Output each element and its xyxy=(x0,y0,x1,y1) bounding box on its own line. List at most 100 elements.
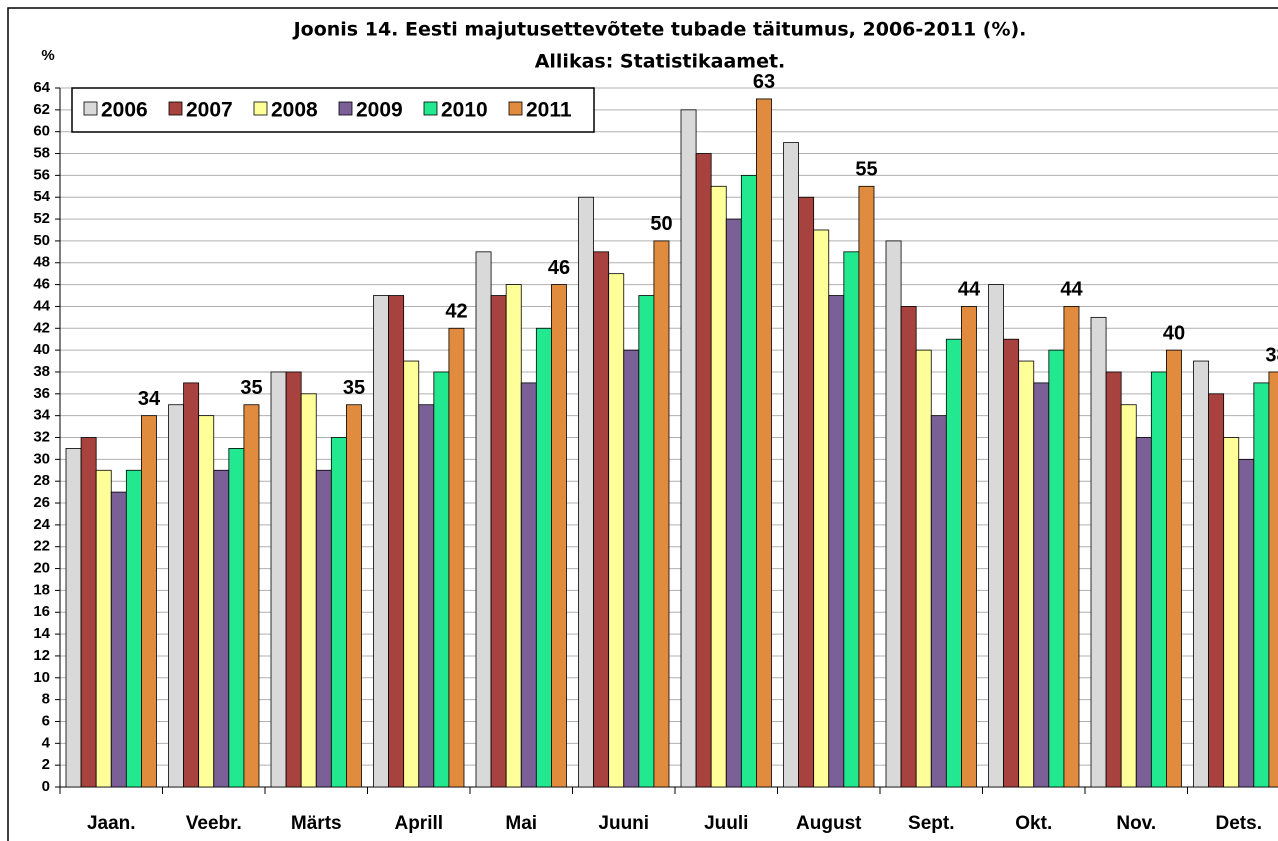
bar xyxy=(315,469,332,788)
bar xyxy=(756,98,772,788)
bar xyxy=(285,371,302,788)
bar xyxy=(433,371,450,788)
y-tick-label: 40 xyxy=(33,341,50,358)
y-tick-label: 10 xyxy=(33,669,50,686)
bar xyxy=(228,448,245,788)
y-tick-label: 22 xyxy=(33,538,50,555)
legend-swatch xyxy=(168,101,183,116)
bar xyxy=(930,415,947,788)
data-label: 35 xyxy=(343,377,365,399)
bar xyxy=(95,469,112,788)
y-tick-label: 60 xyxy=(33,123,50,140)
legend-label: 2007 xyxy=(186,99,233,122)
legend-swatch xyxy=(253,101,268,116)
bar xyxy=(900,306,917,788)
data-label: 44 xyxy=(1060,279,1083,301)
bar xyxy=(475,251,492,788)
bar xyxy=(798,196,815,788)
x-tick-label: Okt. xyxy=(1015,813,1052,834)
y-tick-label: 30 xyxy=(33,450,50,467)
y-tick-label: 2 xyxy=(42,756,50,773)
bar xyxy=(1018,360,1035,788)
y-tick-label: 56 xyxy=(33,166,50,183)
bar xyxy=(243,404,260,788)
x-tick-label: Dets. xyxy=(1216,813,1262,834)
chart-subtitle: Allikas: Statistikaamet. xyxy=(535,51,786,73)
bar xyxy=(961,306,977,788)
y-tick-label: 34 xyxy=(33,407,50,424)
data-label: 63 xyxy=(753,71,775,93)
bar xyxy=(783,142,799,788)
bar xyxy=(65,448,82,788)
y-axis-label: % xyxy=(41,47,54,64)
y-tick-label: 50 xyxy=(33,232,50,249)
bar xyxy=(1048,349,1065,788)
bar xyxy=(403,360,420,788)
data-label: 42 xyxy=(445,301,467,323)
bar xyxy=(1105,371,1122,788)
y-tick-label: 36 xyxy=(33,385,50,402)
legend-swatch xyxy=(423,101,438,116)
bar xyxy=(490,295,507,788)
y-tick-label: 26 xyxy=(33,494,50,511)
bar xyxy=(1193,360,1209,788)
x-tick-label: August xyxy=(796,813,862,834)
bar xyxy=(551,284,567,788)
x-tick-label: Veebr. xyxy=(186,813,242,834)
y-tick-label: 46 xyxy=(33,276,50,293)
bar xyxy=(330,437,347,788)
y-tick-label: 8 xyxy=(42,691,50,708)
y-tick-label: 24 xyxy=(33,516,50,533)
bar xyxy=(945,338,962,788)
y-tick-label: 0 xyxy=(42,778,50,795)
legend-label: 2006 xyxy=(101,99,148,122)
bar xyxy=(638,295,655,788)
data-label: 44 xyxy=(958,279,981,301)
y-tick-label: 32 xyxy=(33,428,50,445)
legend-label: 2010 xyxy=(441,99,488,122)
legend-label: 2008 xyxy=(271,99,318,122)
x-tick-label: Juuli xyxy=(704,813,748,834)
bar xyxy=(1223,437,1240,788)
y-tick-label: 42 xyxy=(33,319,50,336)
bar xyxy=(1166,349,1182,788)
y-tick-label: 14 xyxy=(33,625,50,642)
legend-swatch xyxy=(508,101,523,116)
x-tick-label: Jaan. xyxy=(87,813,136,834)
bar xyxy=(593,251,610,788)
bar xyxy=(125,469,142,788)
y-tick-label: 58 xyxy=(33,145,50,162)
data-label: 38 xyxy=(1265,344,1278,366)
bar xyxy=(388,295,405,788)
bar xyxy=(608,273,625,788)
data-label: 50 xyxy=(650,213,672,235)
bar xyxy=(520,382,537,788)
data-label: 55 xyxy=(855,159,877,181)
bar xyxy=(1238,458,1255,788)
data-label: 34 xyxy=(138,388,161,410)
bar xyxy=(915,349,932,788)
data-label: 46 xyxy=(548,257,570,279)
data-label: 35 xyxy=(240,377,262,399)
bar xyxy=(1150,371,1167,788)
bar xyxy=(858,185,875,788)
y-tick-label: 52 xyxy=(33,210,50,227)
chart-title: Joonis 14. Eesti majutusettevõtete tubad… xyxy=(292,19,1027,41)
y-tick-label: 20 xyxy=(33,560,50,577)
bar xyxy=(213,469,230,788)
legend-label: 2009 xyxy=(356,99,403,122)
bar xyxy=(578,196,594,788)
y-tick-label: 12 xyxy=(33,647,50,664)
bar xyxy=(1208,393,1225,788)
bar xyxy=(168,404,184,788)
bar xyxy=(680,109,697,788)
bar xyxy=(828,295,845,788)
x-tick-label: Nov. xyxy=(1116,813,1156,834)
bar xyxy=(843,251,860,788)
bar xyxy=(813,229,830,788)
bar xyxy=(1253,382,1270,788)
x-tick-label: Juuni xyxy=(598,813,649,834)
y-tick-label: 62 xyxy=(33,101,50,118)
bar xyxy=(1268,371,1278,788)
